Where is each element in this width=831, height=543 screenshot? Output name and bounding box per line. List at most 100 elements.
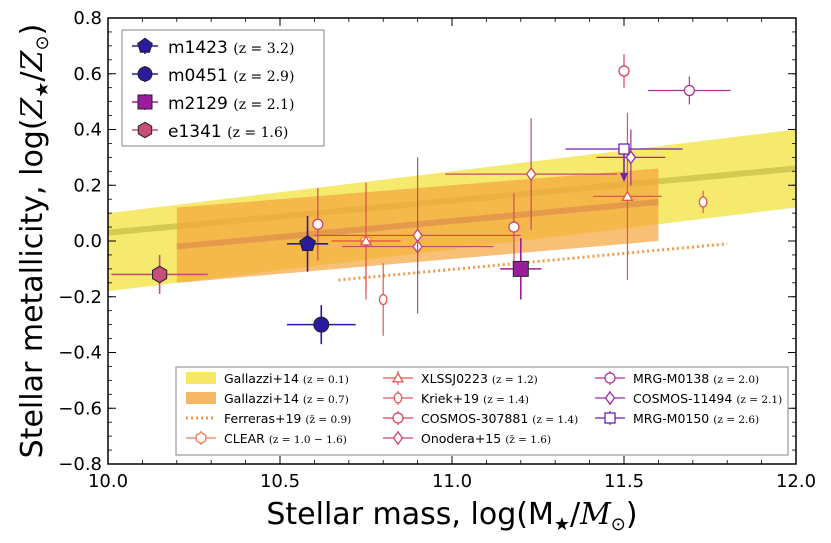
legend-label: m0451 (z = 2.9) — [168, 66, 294, 86]
upper-limit-arrowhead — [620, 173, 628, 183]
sample-point-m1423 — [286, 215, 329, 272]
legend-marker — [392, 412, 404, 424]
relation-dotted-line — [338, 242, 728, 282]
literature-point-cosmos-307881-1 — [618, 54, 630, 88]
legend-entry-xlssj0223: XLSSJ0223 (z = 1.2) — [383, 371, 538, 386]
legend-marker — [604, 372, 616, 384]
legend-redshift: (z = 1.4) — [532, 414, 578, 426]
legend-entry-gallazzi-14: Gallazzi+14 (z = 0.1) — [186, 371, 349, 386]
sample-marker — [152, 265, 168, 284]
legend-marker — [195, 431, 207, 445]
x-tick-label: 10.5 — [260, 471, 300, 492]
x-tick-label: 12.0 — [776, 471, 816, 492]
legend-marker — [137, 66, 153, 82]
y-tick-label: 0.8 — [73, 8, 102, 29]
legend-label: m2129 (z = 2.1) — [168, 94, 294, 114]
legend-redshift: (z = 1.6) — [227, 125, 288, 141]
legend-entry-cosmos-11494: COSMOS-11494 (z = 2.1) — [595, 390, 782, 406]
literature-point-kriek+19-1 — [698, 190, 708, 214]
literature-marker — [359, 235, 373, 246]
legend-marker — [137, 121, 153, 139]
legend-entry-m1423: m1423 (z = 3.2) — [132, 37, 294, 58]
legend-label: XLSSJ0223 (z = 1.2) — [421, 371, 538, 386]
literature-point-kriek+19-0 — [378, 263, 388, 336]
legend-redshift: (z̄ = 1.6) — [505, 434, 551, 446]
legend-label: CLEAR (z = 1.0 − 1.6) — [224, 431, 347, 446]
y-axis-label: Stellar metallicity, log(Z★/Z⊙) — [15, 24, 53, 459]
axis-ticks: 10.0 10.5 11.0 11.5 12.0 −0.8 −0.6 −0.4 −0.2 0.0 0… — [58, 8, 816, 492]
x-tick-label: 10.0 — [88, 471, 128, 492]
legend-bottom: Gallazzi+14 (z = 0.1) Gallazzi+14 (z = 0.… — [175, 366, 789, 456]
x-axis-label: Stellar mass, log(M★/M⊙) — [266, 497, 637, 535]
legend-redshift: (z = 1.0 − 1.6) — [269, 434, 347, 446]
legend-redshift: (z = 2.6) — [713, 414, 759, 426]
legend-redshift: (z = 2.0) — [713, 374, 759, 386]
sample-point-m0451 — [286, 305, 356, 345]
literature-point-xlssj0223-1 — [593, 112, 662, 281]
legend-marker — [604, 412, 616, 424]
legend-entry-gallazzi-14: Gallazzi+14 (z = 0.7) — [186, 391, 349, 406]
legend-entry-mrg-m0138: MRG-M0138 (z = 2.0) — [595, 371, 759, 386]
literature-point-mrg-m0150-0 — [565, 143, 683, 183]
legend-label: m1423 (z = 3.2) — [168, 38, 294, 58]
legend-marker — [137, 94, 153, 110]
y-tick-label: −0.4 — [58, 343, 102, 364]
legend-swatch — [186, 392, 216, 404]
literature-marker — [698, 196, 708, 208]
x-tick-label: 11.5 — [604, 471, 644, 492]
literature-marker — [618, 65, 630, 77]
sample-point-m2129 — [500, 238, 542, 300]
legend-entry-e1341: e1341 (z = 1.6) — [132, 121, 288, 142]
literature-marker — [378, 293, 388, 306]
sample-marker — [313, 316, 330, 333]
legend-entry-mrg-m0150: MRG-M0150 (z = 2.6) — [595, 411, 759, 426]
legend-bottom-frame — [175, 366, 789, 456]
y-tick-label: 0.2 — [73, 175, 102, 196]
legend-marker — [137, 37, 153, 53]
literature-point-cosmos-307881-2 — [508, 193, 520, 261]
literature-marker — [525, 167, 537, 182]
literature-point-mrg-m0138-0 — [648, 76, 731, 105]
relation-bands — [108, 129, 796, 292]
legend-marker — [391, 372, 405, 383]
literature-point-xlssj0223-0 — [331, 182, 401, 300]
legend-label: Ferreras+19 (z̄ = 0.9) — [224, 411, 351, 426]
legend-entry-m0451: m0451 (z = 2.9) — [132, 66, 294, 86]
legend-swatch — [186, 372, 216, 384]
legend-redshift: (z = 2.1) — [736, 394, 782, 406]
legend-label: MRG-M0138 (z = 2.0) — [633, 371, 759, 386]
legend-label: Onodera+15 (z̄ = 1.6) — [421, 431, 551, 446]
legend-top-frame — [121, 29, 325, 147]
literature-marker — [683, 84, 696, 97]
y-tick-label: −0.6 — [58, 398, 102, 419]
legend-redshift: (z = 2.1) — [233, 97, 294, 113]
y-tick-label: 0.6 — [73, 64, 102, 85]
literature-marker — [618, 143, 630, 155]
legend-label: Kriek+19 (z = 1.4) — [421, 391, 529, 406]
legend-redshift: (z = 0.7) — [303, 394, 349, 406]
sample-marker — [512, 260, 529, 277]
legend-label: COSMOS-307881 (z = 1.4) — [421, 411, 578, 426]
y-tick-label: −0.8 — [58, 454, 102, 475]
legend-redshift: (z = 3.2) — [233, 41, 294, 57]
sample-point-e1341 — [111, 254, 208, 294]
legend-entry-cosmos-307881: COSMOS-307881 (z = 1.4) — [383, 411, 578, 426]
legend-entry-ferreras-19: Ferreras+19 (z̄ = 0.9) — [186, 411, 351, 426]
legend-label: Gallazzi+14 (z = 0.1) — [224, 371, 349, 386]
literature-marker — [508, 221, 520, 233]
legend-top: m1423 (z = 3.2) m0451 (z = 2.9) m2129 (z =… — [121, 29, 325, 147]
legend-label: Gallazzi+14 (z = 0.7) — [224, 391, 349, 406]
data-points — [111, 54, 731, 345]
legend-redshift: (z = 2.9) — [233, 69, 294, 85]
legend-label: COSMOS-11494 (z = 2.1) — [633, 391, 782, 406]
y-tick-label: 0.4 — [73, 120, 102, 141]
legend-redshift: (z = 1.2) — [492, 374, 538, 386]
literature-marker — [621, 190, 634, 201]
literature-point-onodera+15-1 — [314, 157, 521, 314]
legend-marker — [604, 390, 616, 406]
legend-entry-onodera-15: Onodera+15 (z̄ = 1.6) — [383, 430, 551, 446]
legend-entry-m2129: m2129 (z = 2.1) — [132, 94, 294, 114]
legend-redshift: (z = 0.1) — [303, 374, 349, 386]
literature-marker — [412, 228, 423, 243]
